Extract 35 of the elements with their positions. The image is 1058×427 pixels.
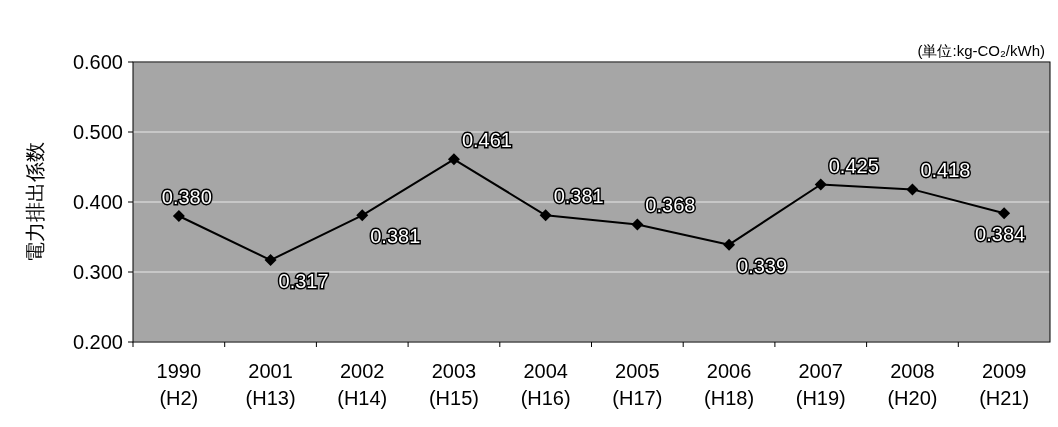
point bbox=[539, 209, 552, 222]
x-tick-label: 2006 (H18) bbox=[704, 360, 755, 409]
point bbox=[356, 209, 369, 222]
data-label: 0.317 bbox=[278, 270, 329, 293]
text: (単位:kg-CO₂/kWh) bbox=[917, 42, 1045, 59]
data-label: 0.418 bbox=[920, 159, 971, 182]
x-tick-label: 2001 (H13) bbox=[245, 360, 296, 409]
y-tick-label: 0.500 bbox=[72, 121, 123, 143]
y-tick-label: 0.600 bbox=[72, 51, 123, 73]
x-tick-label: 2007 (H19) bbox=[795, 360, 846, 409]
x-tick-label: 2009 (H21) bbox=[979, 360, 1030, 409]
x-tick-label: 2004 (H16) bbox=[520, 360, 571, 409]
x-tick-label: 2008 (H20) bbox=[887, 360, 938, 409]
point bbox=[172, 210, 185, 222]
y-tick-label: 0.300 bbox=[72, 261, 123, 283]
y-axis-title: 電力排出係数 bbox=[24, 142, 46, 262]
x-tick-label: 2003 (H15) bbox=[428, 360, 479, 409]
y-tick-label: 0.200 bbox=[72, 331, 123, 353]
data-label: 0.425 bbox=[828, 154, 879, 177]
point bbox=[264, 254, 277, 267]
x-tick-label: 2002 (H14) bbox=[337, 360, 388, 409]
data-label: 0.381 bbox=[553, 185, 604, 208]
point bbox=[723, 238, 736, 251]
data-label: 0.461 bbox=[461, 129, 513, 152]
data-label: 0.384 bbox=[975, 223, 1026, 246]
point bbox=[631, 218, 644, 231]
x-tick-label: 1990 (H2) bbox=[156, 360, 202, 409]
data-label: 0.381 bbox=[370, 225, 421, 248]
point bbox=[447, 153, 460, 166]
point bbox=[906, 183, 919, 196]
point bbox=[814, 178, 827, 191]
y-tick-label: 0.400 bbox=[72, 191, 123, 213]
x-tick-label: 2005 (H17) bbox=[612, 360, 663, 409]
data-label: 0.368 bbox=[645, 194, 696, 217]
point bbox=[998, 207, 1011, 220]
